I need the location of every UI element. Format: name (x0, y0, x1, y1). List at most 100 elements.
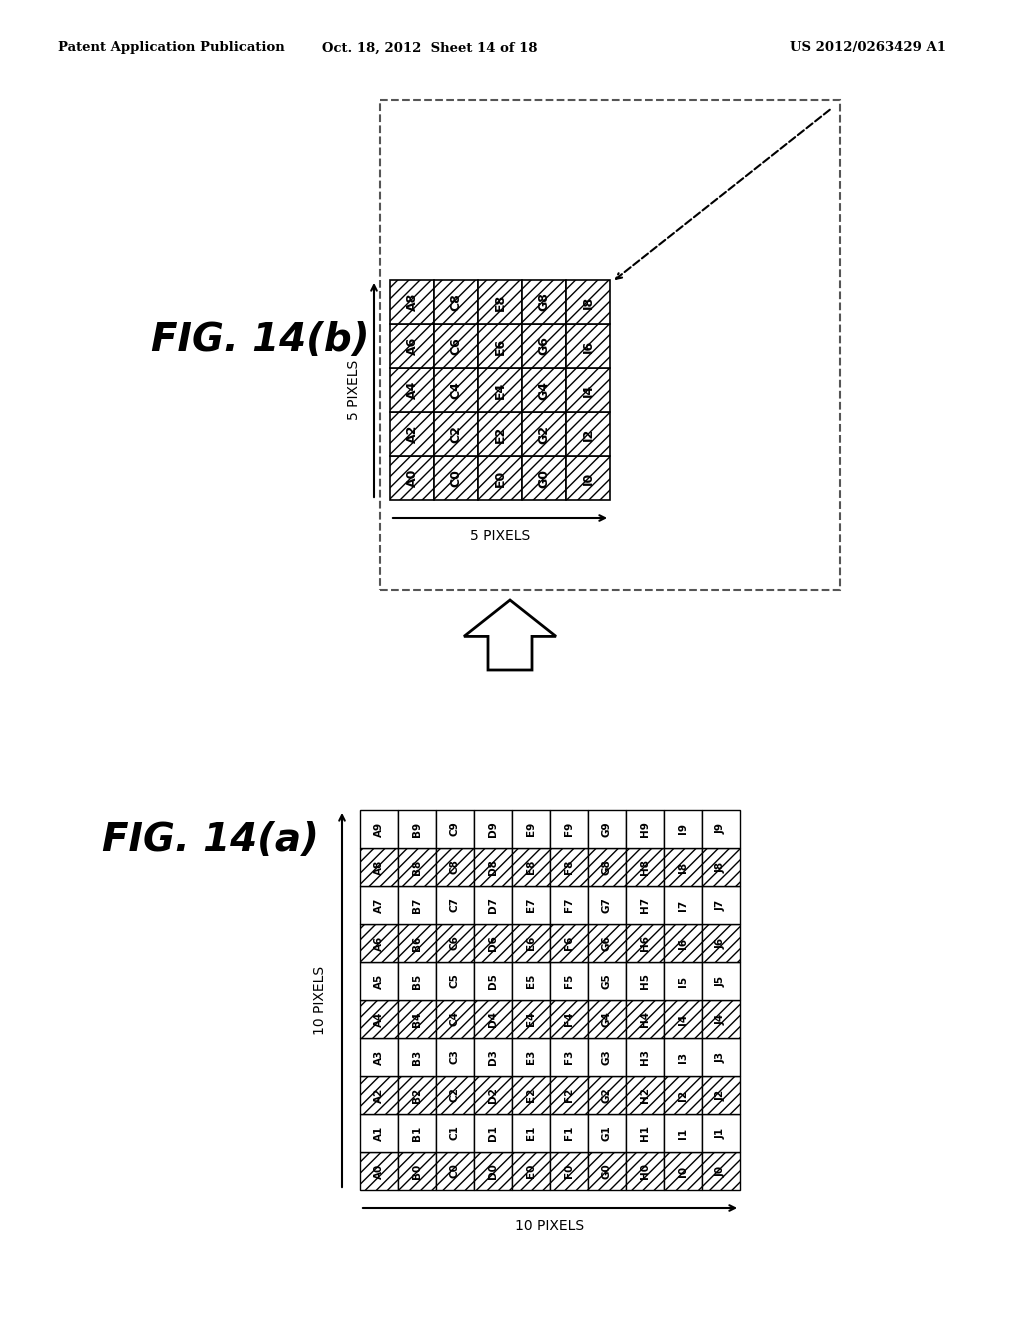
Text: B7: B7 (412, 898, 422, 912)
Bar (566, 280, 610, 323)
Text: G8: G8 (602, 859, 612, 875)
Bar (474, 847, 512, 886)
Bar (522, 368, 566, 412)
Text: B0: B0 (412, 1163, 422, 1179)
Bar (588, 1114, 626, 1152)
Bar (664, 1038, 702, 1076)
Text: A4: A4 (406, 380, 419, 399)
Bar (380, 100, 840, 590)
Text: A7: A7 (374, 898, 384, 912)
Text: J1: J1 (716, 1127, 726, 1139)
Text: J7: J7 (716, 899, 726, 911)
Text: G0: G0 (538, 469, 551, 487)
Bar (522, 455, 566, 500)
Bar (566, 455, 610, 500)
Text: D5: D5 (488, 973, 498, 989)
Text: I1: I1 (678, 1127, 688, 1139)
Bar (550, 810, 588, 847)
Bar (702, 847, 740, 886)
Bar (626, 1114, 664, 1152)
Text: H7: H7 (640, 896, 650, 913)
Text: F2: F2 (564, 1088, 574, 1102)
Bar (478, 455, 522, 500)
Text: B2: B2 (412, 1088, 422, 1102)
Text: I3: I3 (678, 1052, 688, 1063)
Text: A8: A8 (406, 293, 419, 312)
Bar (398, 924, 436, 962)
Text: A0: A0 (374, 1163, 384, 1179)
Text: A8: A8 (374, 859, 384, 875)
Text: J0: J0 (716, 1166, 726, 1176)
Bar (664, 962, 702, 1001)
Bar (512, 1152, 550, 1191)
Text: I7: I7 (678, 899, 688, 911)
Bar (360, 1038, 398, 1076)
Bar (390, 323, 434, 368)
Bar (474, 1038, 512, 1076)
Text: G4: G4 (602, 1011, 612, 1027)
Text: D9: D9 (488, 821, 498, 837)
Text: E2: E2 (526, 1088, 536, 1102)
Text: C3: C3 (450, 1049, 460, 1064)
Bar (390, 368, 434, 412)
Bar (588, 924, 626, 962)
Text: G5: G5 (602, 973, 612, 989)
Bar (474, 924, 512, 962)
Bar (626, 1152, 664, 1191)
Text: H0: H0 (640, 1163, 650, 1179)
Bar (512, 924, 550, 962)
Text: G6: G6 (538, 337, 551, 355)
Bar (478, 280, 522, 323)
Bar (360, 1076, 398, 1114)
Text: E8: E8 (494, 293, 507, 310)
Text: D8: D8 (488, 859, 498, 875)
Text: I0: I0 (678, 1166, 688, 1176)
Bar (588, 886, 626, 924)
Text: D0: D0 (488, 1163, 498, 1179)
Bar (360, 1001, 398, 1038)
Text: I8: I8 (678, 862, 688, 873)
Text: A0: A0 (406, 469, 419, 487)
Bar (588, 847, 626, 886)
Bar (398, 810, 436, 847)
Text: G1: G1 (602, 1125, 612, 1140)
Bar (588, 810, 626, 847)
Bar (626, 886, 664, 924)
Text: E6: E6 (494, 338, 507, 355)
Bar (360, 962, 398, 1001)
Bar (702, 1152, 740, 1191)
Text: 5 PIXELS: 5 PIXELS (347, 360, 361, 420)
Bar (522, 323, 566, 368)
Bar (702, 1001, 740, 1038)
Text: C4: C4 (450, 381, 463, 399)
Text: Patent Application Publication: Patent Application Publication (58, 41, 285, 54)
Text: I0: I0 (582, 471, 595, 484)
Bar (626, 1076, 664, 1114)
Text: 10 PIXELS: 10 PIXELS (313, 965, 327, 1035)
Text: A2: A2 (374, 1088, 384, 1102)
Text: F0: F0 (564, 1164, 574, 1179)
Bar (588, 1001, 626, 1038)
Text: I4: I4 (678, 1014, 688, 1024)
Text: Oct. 18, 2012  Sheet 14 of 18: Oct. 18, 2012 Sheet 14 of 18 (323, 41, 538, 54)
Bar (474, 1001, 512, 1038)
Text: F5: F5 (564, 974, 574, 989)
Bar (512, 1114, 550, 1152)
Bar (702, 810, 740, 847)
Bar (550, 1114, 588, 1152)
Bar (398, 1076, 436, 1114)
Text: C2: C2 (450, 1088, 460, 1102)
Text: I6: I6 (678, 937, 688, 949)
Text: A4: A4 (374, 1011, 384, 1027)
Bar (436, 1001, 474, 1038)
Text: J2: J2 (716, 1089, 726, 1101)
Bar (398, 886, 436, 924)
Bar (664, 1076, 702, 1114)
Bar (390, 412, 434, 455)
Text: F9: F9 (564, 822, 574, 836)
Bar (436, 1076, 474, 1114)
Bar (360, 886, 398, 924)
Text: J8: J8 (716, 862, 726, 873)
Bar (478, 368, 522, 412)
Bar (702, 924, 740, 962)
